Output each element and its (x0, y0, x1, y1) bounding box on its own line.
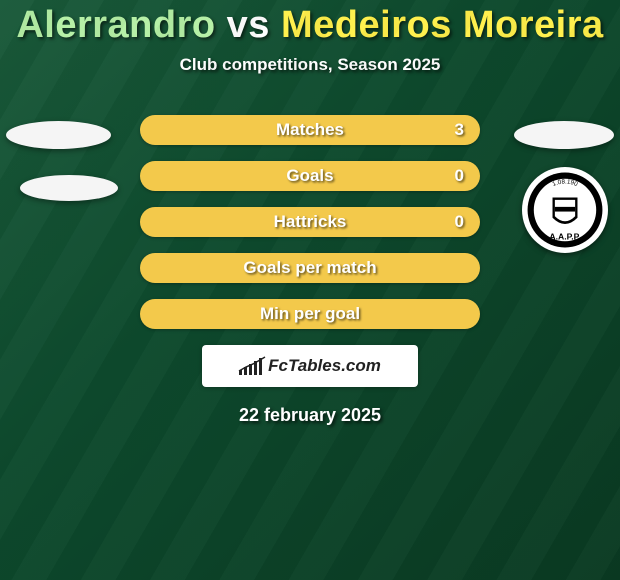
fctables-label: FcTables.com (268, 356, 381, 376)
title-player-a: Alerrandro (16, 4, 215, 46)
stat-row: Matches 3 (140, 115, 480, 145)
club-logo-letters: A.A.P.P. (549, 232, 580, 242)
page-title: Alerrandro vs Medeiros Moreira (0, 0, 620, 47)
subtitle: Club competitions, Season 2025 (0, 55, 620, 75)
stat-row: Goals per match (140, 253, 480, 283)
stat-label: Matches (276, 120, 344, 140)
stat-value-right: 0 (455, 166, 464, 186)
club-b-logo: 1.08.190 A.A.P.P. (522, 167, 608, 253)
comparison-stage: 1.08.190 A.A.P.P. Matches3Goals0Hattrick… (0, 115, 620, 426)
title-vs: vs (227, 4, 270, 46)
stat-label: Goals (286, 166, 333, 186)
stat-value-right: 0 (455, 212, 464, 232)
player-b-badge-oval (514, 121, 614, 149)
stat-rows: Matches 3 Goals 0 Hattricks 0 Goals per match M… (140, 115, 480, 329)
stat-value-right: 3 (455, 120, 464, 140)
stat-row: Goals 0 (140, 161, 480, 191)
stat-label: Goals per match (243, 258, 376, 278)
fctables-watermark: FcTables.com (202, 345, 418, 387)
title-player-b: Medeiros Moreira (281, 4, 604, 46)
bars-icon (239, 357, 262, 375)
club-b-logo-svg: 1.08.190 A.A.P.P. (526, 171, 604, 249)
stat-row: Hattricks 0 (140, 207, 480, 237)
club-a-badge-oval (20, 175, 118, 201)
player-a-badge-oval (6, 121, 111, 149)
stat-label: Min per goal (260, 304, 360, 324)
date-label: 22 february 2025 (0, 405, 620, 426)
stat-row: Min per goal (140, 299, 480, 329)
stat-label: Hattricks (274, 212, 347, 232)
